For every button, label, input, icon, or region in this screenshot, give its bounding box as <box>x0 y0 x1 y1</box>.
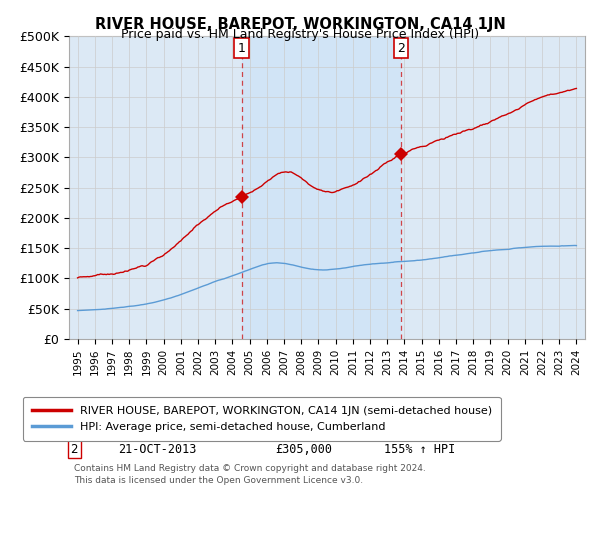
Text: This data is licensed under the Open Government Licence v3.0.: This data is licensed under the Open Gov… <box>74 477 363 486</box>
Text: 1: 1 <box>238 42 246 55</box>
Text: £305,000: £305,000 <box>275 442 332 456</box>
Text: 155% ↑ HPI: 155% ↑ HPI <box>384 442 455 456</box>
Legend: RIVER HOUSE, BAREPOT, WORKINGTON, CA14 1JN (semi-detached house), HPI: Average p: RIVER HOUSE, BAREPOT, WORKINGTON, CA14 1… <box>23 397 500 441</box>
Text: 23-JUL-2004: 23-JUL-2004 <box>118 424 196 437</box>
Text: Contains HM Land Registry data © Crown copyright and database right 2024.: Contains HM Land Registry data © Crown c… <box>74 464 426 473</box>
Text: 21-OCT-2013: 21-OCT-2013 <box>118 442 196 456</box>
Bar <box>242 36 401 339</box>
Text: 141% ↑ HPI: 141% ↑ HPI <box>384 424 455 437</box>
Text: 2: 2 <box>397 42 405 55</box>
Text: £235,000: £235,000 <box>275 424 332 437</box>
Text: Price paid vs. HM Land Registry's House Price Index (HPI): Price paid vs. HM Land Registry's House … <box>121 28 479 41</box>
Text: RIVER HOUSE, BAREPOT, WORKINGTON, CA14 1JN: RIVER HOUSE, BAREPOT, WORKINGTON, CA14 1… <box>95 17 505 32</box>
Text: 2: 2 <box>70 442 78 456</box>
Text: 1: 1 <box>70 424 78 437</box>
